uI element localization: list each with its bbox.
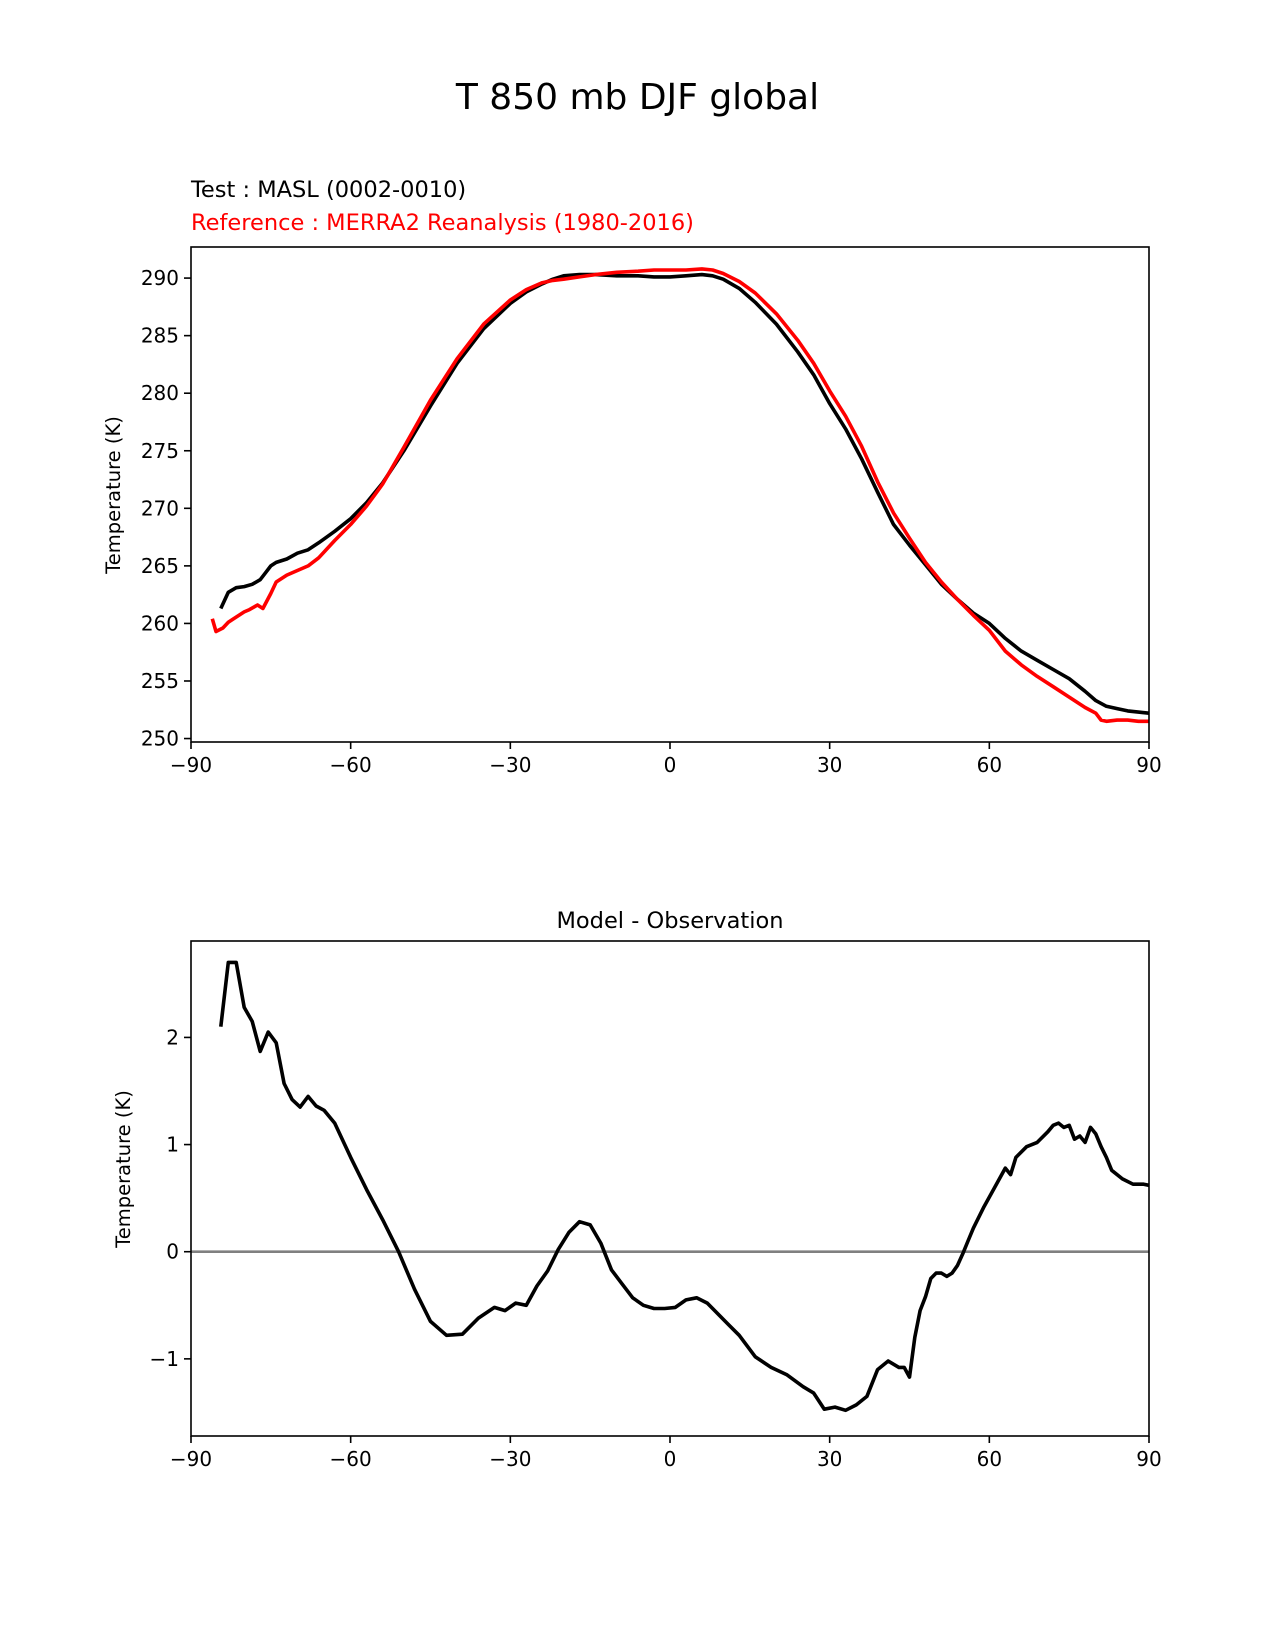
bottom-x-tick-label: 30 bbox=[817, 1447, 842, 1471]
top-x-tick-label: −90 bbox=[170, 753, 212, 777]
top-test-series-line bbox=[219, 272, 1150, 715]
bottom-y-tick-label: 1 bbox=[166, 1133, 179, 1157]
figure-suptitle: T 850 mb DJF global bbox=[455, 77, 819, 118]
top-y-tick-label: 265 bbox=[141, 554, 179, 578]
bottom-test-series-line bbox=[219, 960, 1150, 1413]
top-y-tick-label: 255 bbox=[141, 669, 179, 693]
top-x-tick-label: 30 bbox=[817, 753, 842, 777]
top-y-tick-label: 290 bbox=[141, 266, 179, 290]
top-ticks: −90 −60 −30 0 30 60 90 250 255 260 265 270 275 280 285… bbox=[141, 266, 1162, 777]
top-y-tick-label: 285 bbox=[141, 324, 179, 348]
top-y-tick-label: 275 bbox=[141, 439, 179, 463]
top-x-tick-label: 60 bbox=[977, 753, 1002, 777]
bottom-title: Model - Observation bbox=[557, 908, 784, 934]
top-y-axis-label: Temperature (K) bbox=[102, 416, 125, 575]
top-x-tick-label: 90 bbox=[1136, 753, 1161, 777]
top-plot-frame bbox=[190, 246, 1150, 743]
bottom-x-tick-label: −90 bbox=[170, 1447, 212, 1471]
top-reference-series-line bbox=[210, 267, 1149, 724]
bottom-chart: Model - Observation Temperature (K) −90−… bbox=[112, 908, 1162, 1471]
bottom-x-tick-label: −30 bbox=[489, 1447, 531, 1471]
test-title: Test : MASL (0002-0010) bbox=[190, 177, 466, 203]
bottom-plot-frame bbox=[190, 940, 1150, 1437]
top-y-tick-label: 260 bbox=[141, 611, 179, 635]
bottom-x-tick-label: 90 bbox=[1136, 1447, 1161, 1471]
top-y-tick-label: 280 bbox=[141, 381, 179, 405]
bottom-y-tick-label: 2 bbox=[166, 1025, 179, 1049]
reference-title: Reference : MERRA2 Reanalysis (1980-2016… bbox=[191, 210, 694, 236]
bottom-y-axis-label: Temperature (K) bbox=[112, 1090, 135, 1249]
top-x-tick-label: −60 bbox=[330, 753, 372, 777]
bottom-x-tick-label: −60 bbox=[330, 1447, 372, 1471]
top-series bbox=[210, 267, 1150, 724]
bottom-y-tick-label: −1 bbox=[150, 1347, 179, 1371]
top-x-tick-label: −30 bbox=[489, 753, 531, 777]
top-x-tick-label: 0 bbox=[664, 753, 677, 777]
top-chart: Test : MASL (0002-0010) Reference : MERR… bbox=[102, 177, 1162, 777]
top-y-tick-label: 270 bbox=[141, 496, 179, 520]
bottom-x-tick-label: 0 bbox=[664, 1447, 677, 1471]
bottom-series bbox=[191, 960, 1150, 1413]
bottom-y-tick-label: 0 bbox=[166, 1240, 179, 1264]
bottom-ticks: −90 −60 −30 0 30 60 90 −1 0 1 2 bbox=[150, 1025, 1162, 1471]
bottom-x-tick-label: 60 bbox=[977, 1447, 1002, 1471]
top-y-tick-label: 250 bbox=[141, 727, 179, 751]
